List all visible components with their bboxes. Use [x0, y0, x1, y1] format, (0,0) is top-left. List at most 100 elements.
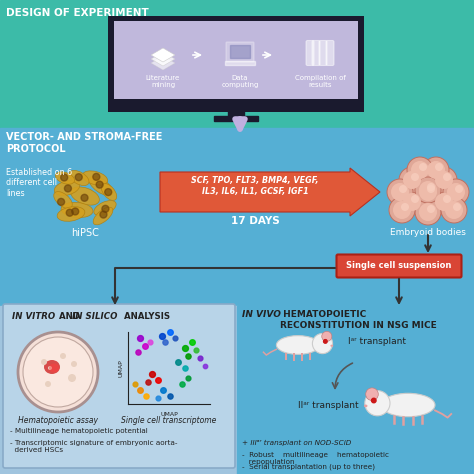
Circle shape	[431, 167, 457, 193]
FancyBboxPatch shape	[306, 40, 314, 65]
Circle shape	[443, 173, 451, 181]
FancyBboxPatch shape	[319, 40, 327, 65]
Circle shape	[66, 209, 73, 216]
Circle shape	[411, 173, 419, 181]
Ellipse shape	[93, 207, 113, 225]
Circle shape	[455, 185, 463, 193]
Bar	[237, 306, 474, 474]
Ellipse shape	[61, 202, 93, 218]
Circle shape	[441, 197, 467, 223]
Circle shape	[403, 171, 421, 189]
Ellipse shape	[94, 201, 116, 216]
Text: IIᵃʳ transplant: IIᵃʳ transplant	[298, 401, 359, 410]
Text: -  Robust    multilineage    hematopoietic
   repopulation: - Robust multilineage hematopoietic repo…	[242, 452, 389, 465]
Point	[166, 328, 174, 336]
Point	[184, 352, 192, 360]
Ellipse shape	[69, 171, 89, 185]
Point	[134, 348, 142, 356]
Circle shape	[399, 185, 407, 193]
Ellipse shape	[49, 364, 59, 373]
Text: SCF, TPO, FLT3, BMP4, VEGF,
IL3, IL6, IL1, GCSF, IGF1: SCF, TPO, FLT3, BMP4, VEGF, IL3, IL6, IL…	[191, 176, 319, 196]
Circle shape	[431, 189, 457, 215]
Circle shape	[96, 181, 103, 188]
Circle shape	[57, 199, 64, 205]
Point	[131, 380, 139, 388]
Text: Embryoid bodies: Embryoid bodies	[390, 228, 466, 237]
Polygon shape	[160, 168, 380, 216]
Circle shape	[324, 339, 327, 343]
Text: Iᵃʳ transplant: Iᵃʳ transplant	[348, 337, 406, 346]
FancyBboxPatch shape	[3, 304, 235, 468]
FancyBboxPatch shape	[337, 255, 462, 277]
Point	[181, 344, 189, 352]
Point	[201, 362, 209, 370]
Circle shape	[322, 331, 332, 341]
Circle shape	[435, 193, 453, 211]
Bar	[0, 128, 474, 306]
Circle shape	[419, 163, 427, 171]
Circle shape	[75, 173, 82, 181]
Circle shape	[435, 171, 453, 189]
Circle shape	[407, 157, 433, 183]
Circle shape	[443, 195, 451, 203]
Circle shape	[411, 195, 419, 203]
Ellipse shape	[276, 336, 319, 355]
Bar	[0, 306, 237, 474]
Text: Data
computing: Data computing	[221, 75, 259, 88]
Circle shape	[415, 199, 441, 225]
Circle shape	[61, 174, 68, 181]
Circle shape	[372, 398, 376, 403]
Point	[146, 338, 154, 346]
Circle shape	[415, 179, 441, 205]
Circle shape	[387, 179, 413, 205]
Point	[141, 342, 149, 350]
Ellipse shape	[330, 345, 333, 347]
Bar	[228, 108, 244, 116]
Circle shape	[71, 361, 77, 367]
Text: UMAP: UMAP	[160, 412, 178, 417]
Point	[148, 370, 156, 378]
FancyBboxPatch shape	[312, 40, 320, 65]
Circle shape	[365, 391, 390, 416]
Circle shape	[427, 205, 435, 213]
Text: HEMATOPOIETIC
RECONSTITUTION IN NSG MICE: HEMATOPOIETIC RECONSTITUTION IN NSG MICE	[280, 310, 437, 330]
Text: DESIGN OF EXPERIMENT: DESIGN OF EXPERIMENT	[6, 8, 149, 18]
Text: - Transcriptomic signature of embryonic aorta-
  derived HSCs: - Transcriptomic signature of embryonic …	[10, 440, 177, 453]
Circle shape	[453, 203, 461, 211]
Point	[159, 386, 167, 394]
Circle shape	[423, 157, 449, 183]
Ellipse shape	[101, 183, 117, 201]
Circle shape	[401, 203, 409, 211]
Circle shape	[393, 201, 411, 219]
Ellipse shape	[71, 187, 100, 205]
Ellipse shape	[55, 181, 80, 196]
Ellipse shape	[55, 172, 74, 184]
Circle shape	[72, 208, 79, 215]
Ellipse shape	[364, 404, 367, 407]
Text: 17 DAYS: 17 DAYS	[231, 216, 279, 226]
Point	[136, 334, 144, 342]
Text: UMAP: UMAP	[118, 359, 124, 377]
Circle shape	[48, 366, 52, 370]
Circle shape	[391, 183, 409, 201]
Ellipse shape	[89, 176, 113, 196]
Bar	[214, 116, 258, 121]
Text: IN VITRO: IN VITRO	[12, 312, 55, 321]
Circle shape	[389, 197, 415, 223]
Point	[188, 338, 196, 346]
Text: hiPSC: hiPSC	[71, 228, 99, 238]
Point	[154, 394, 162, 402]
Point	[161, 338, 169, 346]
Circle shape	[443, 179, 469, 205]
Text: VECTOR- AND STROMA-FREE
PROTOCOL: VECTOR- AND STROMA-FREE PROTOCOL	[6, 132, 163, 154]
Circle shape	[60, 353, 66, 359]
Ellipse shape	[57, 207, 85, 221]
Circle shape	[45, 381, 51, 387]
Circle shape	[427, 161, 445, 179]
Point	[196, 354, 204, 362]
Point	[184, 374, 192, 382]
Circle shape	[105, 189, 112, 196]
Text: Hematopoietic assay: Hematopoietic assay	[18, 416, 98, 425]
Circle shape	[41, 359, 47, 365]
Point	[154, 376, 162, 384]
